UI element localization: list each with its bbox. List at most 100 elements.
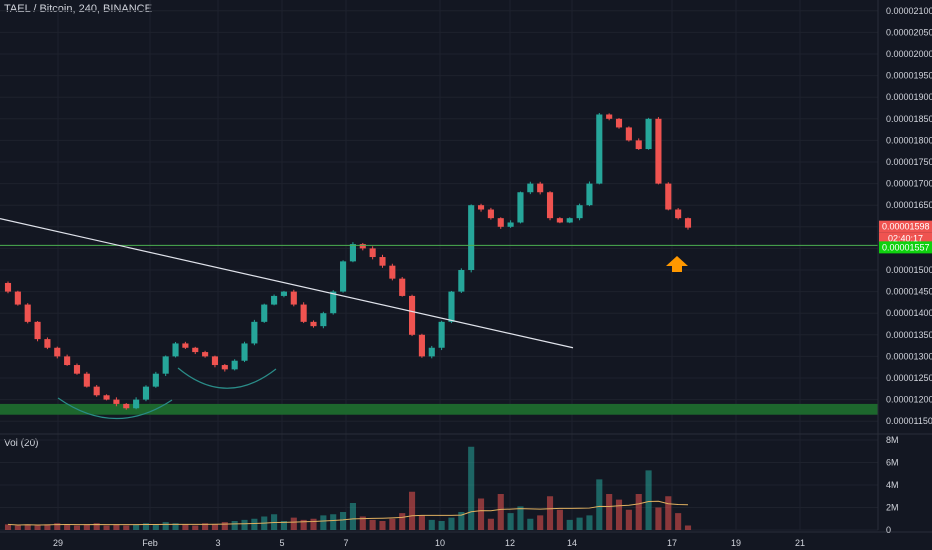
candle: [271, 295, 278, 305]
candle: [596, 114, 603, 184]
candle: [576, 205, 583, 219]
candle: [458, 270, 465, 292]
volume-bar: [192, 525, 199, 530]
volume-bar: [684, 525, 692, 530]
volume-bar: [615, 499, 623, 530]
volume-bar: [418, 515, 425, 530]
price-tick-label: 0.00001850: [886, 114, 932, 124]
volume-bar: [517, 506, 524, 530]
candle: [537, 183, 544, 193]
volume-bar: [537, 515, 544, 530]
volume-bar: [310, 518, 317, 530]
volume-bar: [202, 523, 209, 530]
time-tick-label: 14: [567, 538, 577, 548]
candlestick-series: [4, 112, 692, 410]
candle: [300, 304, 307, 322]
volume-bar: [231, 521, 238, 530]
price-tick-label: 0.00002050: [886, 27, 932, 37]
volume-tick-label: 6M: [886, 458, 899, 468]
countdown-label: 02:40:17: [888, 234, 923, 244]
time-tick-label: 29: [53, 538, 63, 548]
candle: [113, 399, 120, 404]
candle: [369, 248, 376, 258]
candle: [142, 386, 150, 400]
volume-bar: [330, 514, 337, 530]
candle: [34, 321, 41, 340]
candle: [546, 192, 554, 219]
candle: [310, 321, 317, 327]
candle: [241, 343, 248, 361]
candle: [133, 399, 140, 409]
rounding-bottom-arc: [57, 397, 173, 420]
candle: [418, 334, 425, 357]
candle: [448, 291, 455, 322]
candle: [172, 343, 179, 357]
price-tick-label: 0.00002100: [886, 6, 932, 16]
price-tick-label: 0.00001150: [886, 416, 932, 426]
volume-tick-label: 2M: [886, 503, 899, 513]
volume-bar: [162, 522, 169, 530]
time-tick-label: 21: [795, 538, 805, 548]
volume-bar: [448, 517, 455, 530]
volume-moving-average: [7, 500, 689, 526]
candle: [4, 282, 12, 292]
volume-bar: [645, 470, 652, 530]
volume-bar: [241, 519, 248, 530]
volume-bar: [340, 512, 347, 530]
candle: [162, 356, 169, 374]
volume-bar: [468, 446, 475, 530]
volume-bar: [142, 523, 150, 530]
volume-axis: 8M 6M 4M 2M 0: [886, 435, 899, 535]
candle: [103, 395, 110, 400]
candle: [359, 244, 366, 249]
volume-bar: [389, 518, 396, 530]
last-price-tag: [879, 220, 932, 233]
price-tick-label: 0.00001350: [886, 330, 932, 340]
price-tick-label: 0.00001750: [886, 157, 932, 167]
candle: [428, 347, 435, 357]
candle: [438, 321, 445, 348]
volume-bar: [73, 525, 81, 530]
candle: [409, 295, 416, 335]
volume-bar: [507, 513, 514, 530]
candle: [665, 183, 672, 210]
candle: [54, 347, 61, 357]
candle: [477, 205, 485, 210]
volume-bar: [665, 496, 672, 530]
candle: [615, 118, 623, 128]
price-tick-label: 0.00002000: [886, 49, 932, 59]
volume-bar: [576, 517, 583, 530]
line-price-tag: [879, 241, 932, 254]
line-price-label: 0.00001557: [882, 242, 930, 252]
volume-bar: [566, 519, 573, 530]
candle: [152, 373, 159, 387]
candle: [645, 118, 652, 150]
time-tick-label: 7: [343, 538, 348, 548]
candle: [211, 356, 219, 366]
volume-bar: [4, 524, 12, 530]
candle: [399, 278, 406, 296]
volume-bar: [83, 524, 90, 530]
volume-bar: [320, 515, 327, 530]
candle: [123, 403, 130, 409]
volume-bars: [4, 446, 692, 530]
candle: [221, 365, 228, 370]
candle: [320, 313, 327, 327]
price-tick-label: 0.00001250: [886, 373, 932, 383]
volume-bar: [182, 524, 189, 530]
candle: [655, 118, 662, 184]
candle: [389, 265, 396, 279]
price-tick-label: 0.00001400: [886, 308, 932, 318]
candle: [487, 209, 494, 219]
price-axis: 0.00002100 0.00002050 0.00002000 0.00001950…: [0, 0, 932, 533]
price-tick-label: 0.00001300: [886, 351, 932, 361]
volume-bar: [103, 525, 110, 530]
candle: [684, 218, 692, 228]
price-tick-label: 0.00001500: [886, 265, 932, 275]
candle: [251, 321, 258, 344]
time-tick-label: 19: [731, 538, 741, 548]
volume-bar: [14, 525, 21, 530]
time-tick-label: 3: [215, 538, 220, 548]
volume-bar: [438, 521, 445, 530]
